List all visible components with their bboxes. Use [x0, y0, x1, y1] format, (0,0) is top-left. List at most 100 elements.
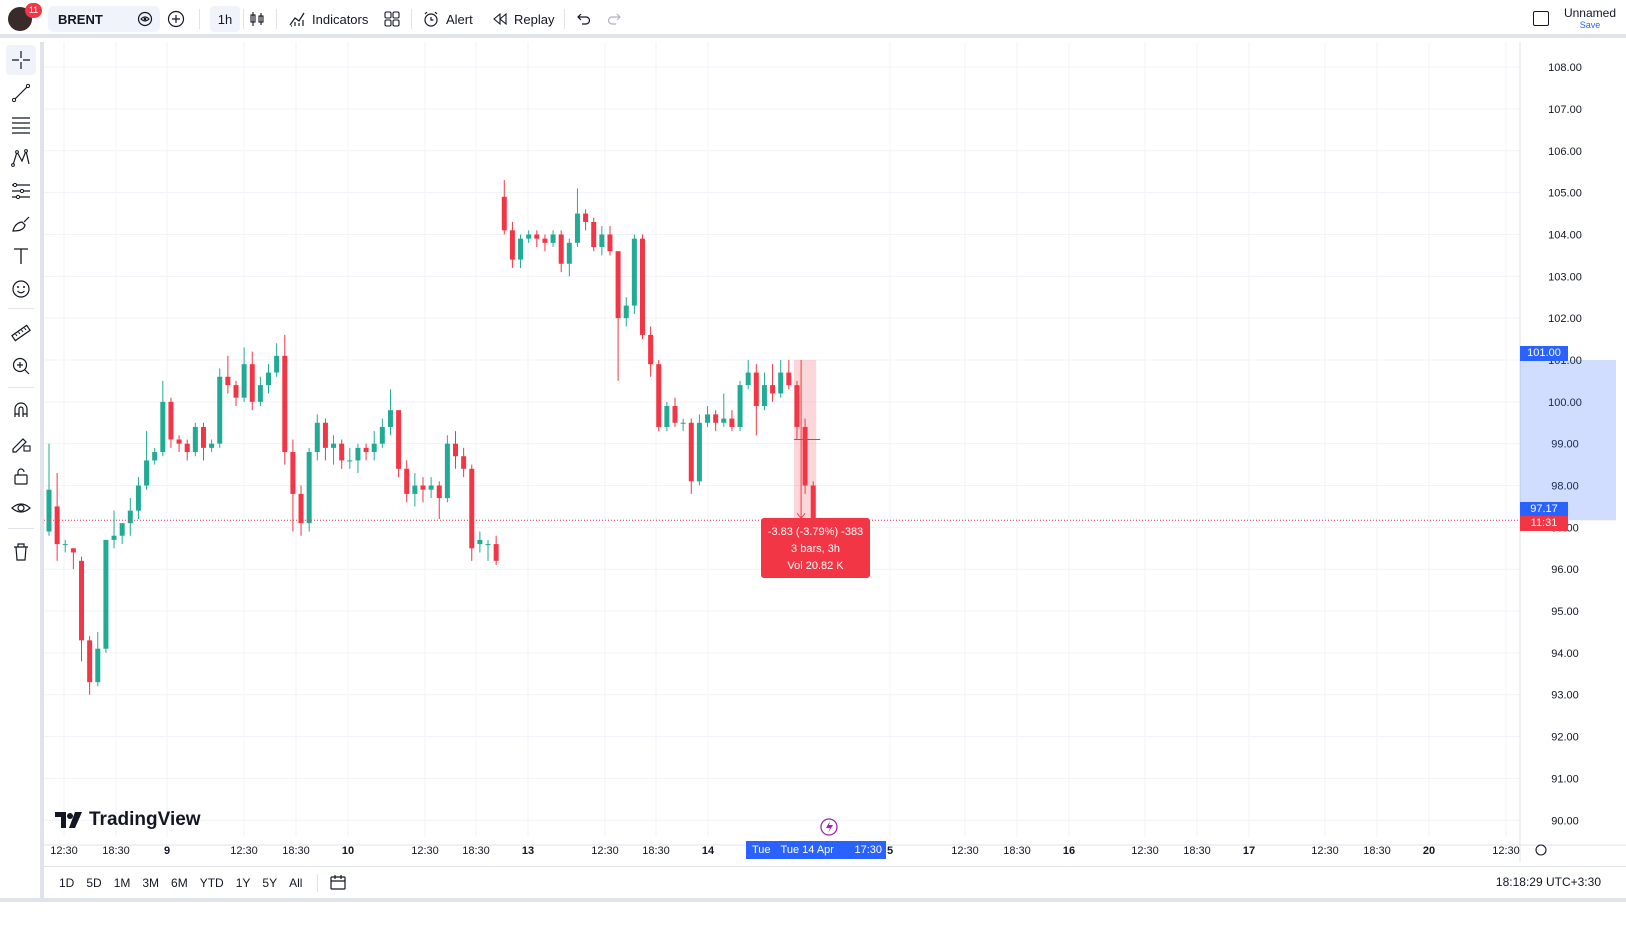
- chart-pane[interactable]: 108.00 107.00 106.00 105.00 104.00 103.00 102.…: [44, 42, 1626, 862]
- candle-body: [591, 221, 597, 248]
- candle-body: [664, 406, 670, 427]
- brush-icon: [12, 216, 30, 232]
- candle-body: [225, 376, 231, 386]
- range-button-5y[interactable]: 5Y: [262, 875, 278, 890]
- trend-line-tool[interactable]: [6, 78, 36, 108]
- magnet-tool[interactable]: [6, 395, 36, 425]
- candle-body: [282, 355, 288, 453]
- candle-body: [274, 355, 280, 373]
- rewind-icon: [493, 12, 507, 26]
- measure-volume: Vol 20.82 K: [787, 560, 844, 572]
- pattern-tool[interactable]: [6, 143, 36, 173]
- candle-body: [54, 506, 60, 545]
- templates-icon[interactable]: [382, 9, 402, 29]
- zoom-tool[interactable]: [6, 351, 36, 381]
- candle-body: [574, 213, 580, 243]
- tradingview-logo[interactable]: TradingView: [55, 809, 201, 831]
- window-bottom-edge: [0, 898, 1626, 931]
- forecast-tool[interactable]: [6, 176, 36, 206]
- indicators-button[interactable]: Indicators: [288, 6, 368, 32]
- candle-body: [721, 418, 727, 423]
- add-symbol-icon[interactable]: [166, 9, 186, 29]
- range-button-ytd[interactable]: YTD: [199, 875, 224, 890]
- redo-icon[interactable]: [605, 9, 625, 29]
- candle-body: [241, 364, 247, 398]
- time-label: 16: [1063, 845, 1075, 857]
- eye-icon[interactable]: [136, 10, 154, 28]
- time-label: 18:30: [102, 845, 130, 857]
- candle-body: [339, 443, 345, 461]
- candle-body: [412, 485, 418, 494]
- candle-body: [696, 422, 702, 482]
- indicators-label: Indicators: [312, 11, 369, 27]
- time-range-tag: Tue Tue 14 Apr '26 17:30: [746, 841, 886, 874]
- ruler-icon: [11, 324, 31, 342]
- time-label: 18:30: [1363, 845, 1391, 857]
- candle-body: [566, 242, 572, 264]
- emoji-tool[interactable]: [6, 274, 36, 304]
- clock-timezone[interactable]: 18:18:29 UTC+3:30: [1495, 875, 1601, 889]
- brush-tool[interactable]: [6, 209, 36, 239]
- candle-body: [306, 452, 312, 524]
- range-button-1y[interactable]: 1Y: [235, 875, 251, 890]
- price-label: 98.00: [1551, 481, 1579, 493]
- candle-body: [200, 426, 206, 448]
- time-label: 12:30: [1492, 845, 1520, 857]
- candle-body: [753, 372, 759, 407]
- crosshair-tool[interactable]: [6, 45, 36, 75]
- candle-body: [396, 410, 402, 469]
- layout-checkbox-icon[interactable]: [1533, 11, 1549, 26]
- candle-body: [428, 485, 434, 490]
- chart-canvas[interactable]: 108.00 107.00 106.00 105.00 104.00 103.00 102.…: [44, 42, 1626, 862]
- candle-body: [526, 234, 532, 239]
- candle-body: [152, 452, 158, 461]
- time-label: 9: [164, 845, 170, 857]
- candle-body: [209, 443, 215, 448]
- candle-body: [672, 406, 678, 423]
- candle-body: [62, 544, 68, 546]
- range-button-1m[interactable]: 1M: [113, 875, 131, 890]
- candle-body: [542, 238, 548, 243]
- range-button-3m[interactable]: 3M: [142, 875, 160, 890]
- candles-icon[interactable]: [247, 9, 267, 29]
- candle-body: [379, 426, 385, 444]
- replay-button[interactable]: Replay: [492, 6, 554, 32]
- candle-body: [558, 234, 564, 264]
- time-label: 18:30: [1183, 845, 1211, 857]
- candle-body: [623, 305, 629, 319]
- hide-drawings-tool[interactable]: [6, 493, 36, 523]
- measure-tool[interactable]: [6, 318, 36, 348]
- time-label: 13: [522, 845, 534, 857]
- range-button-6m[interactable]: 6M: [171, 875, 188, 890]
- range-button-5d[interactable]: 5D: [86, 875, 102, 890]
- lock-drawings-tool[interactable]: [6, 461, 36, 491]
- time-tag-day: Tue: [752, 844, 771, 856]
- layout-save[interactable]: Save: [1579, 20, 1601, 30]
- lightning-icon: [826, 821, 833, 833]
- candle-body: [363, 447, 369, 453]
- undo-icon[interactable]: [573, 9, 593, 29]
- candle-body: [729, 418, 735, 427]
- candle-body: [217, 376, 223, 444]
- alert-label: Alert: [446, 11, 473, 27]
- candle-body: [745, 372, 751, 386]
- range-button-all[interactable]: All: [289, 875, 303, 890]
- text-tool[interactable]: [6, 241, 36, 271]
- candle-body: [778, 372, 784, 394]
- time-label: 18:30: [462, 845, 490, 857]
- symbol-search[interactable]: BRENT: [48, 6, 160, 32]
- remove-drawings-tool[interactable]: [6, 537, 36, 567]
- calendar-goto-icon[interactable]: [328, 873, 348, 893]
- range-button-1d[interactable]: 1D: [59, 875, 75, 890]
- time-label: 10: [342, 845, 354, 857]
- alert-button[interactable]: Alert: [422, 6, 473, 32]
- candle-body: [168, 401, 174, 440]
- fib-tool[interactable]: [6, 110, 36, 140]
- interval-button[interactable]: 1h: [210, 6, 240, 32]
- layout-menu[interactable]: Unnamed Save: [1564, 6, 1616, 30]
- price-label: 93.00: [1551, 690, 1579, 702]
- layout-name: Unnamed: [1563, 6, 1616, 20]
- stay-drawing-tool[interactable]: [6, 428, 36, 458]
- time-label: 12:30: [591, 845, 619, 857]
- time-label: 12:30: [230, 845, 258, 857]
